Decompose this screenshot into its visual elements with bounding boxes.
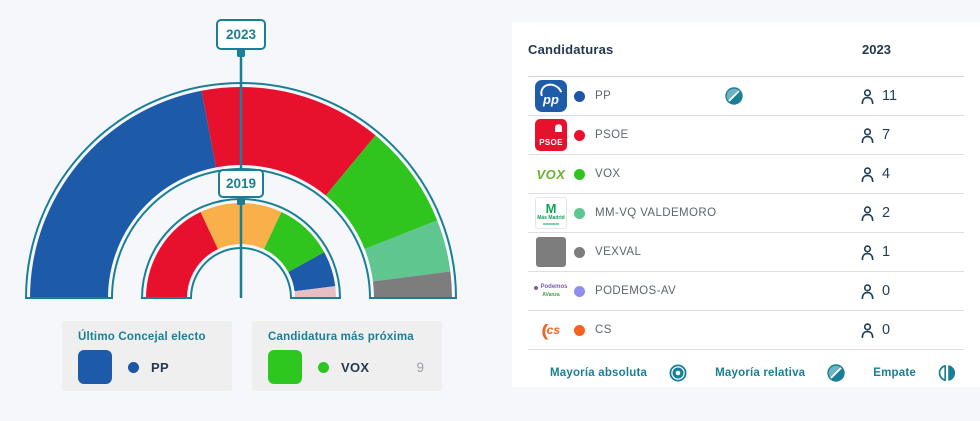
year-marker-2019-label: 2019 — [225, 176, 257, 191]
legend-label-tie: Empate — [873, 366, 917, 379]
segment-2023-VEXVAL[interactable] — [372, 271, 452, 298]
table-row-pp[interactable]: pp PP 11 — [528, 77, 964, 116]
party-name: PP — [595, 90, 612, 102]
seat-count: 11 — [882, 88, 898, 104]
party-name: PP — [151, 359, 169, 375]
segment-2019-PSOE[interactable] — [146, 212, 219, 298]
seat-count: 1 — [882, 244, 891, 260]
relative-majority-icon — [725, 87, 743, 105]
segment-2019-VOX[interactable] — [263, 212, 325, 272]
councillor-icon — [861, 127, 874, 143]
party-dot — [574, 168, 585, 180]
segment-2023-PSOE[interactable] — [201, 87, 376, 196]
header-year: 2023 — [862, 41, 891, 57]
party-dot — [574, 285, 585, 297]
party-dot — [574, 129, 585, 141]
majority-legend: Mayoría absoluta Mayoría relativa Empate — [528, 350, 964, 395]
absolute-majority-icon — [669, 364, 687, 381]
table-row-mm-vq-valdemoro[interactable]: M Más Madrid MM-VQ VALDEMORO 2 — [528, 194, 964, 233]
year-marker-2023-label: 2023 — [225, 27, 257, 42]
podemos-logo: Podemos AVanza — [534, 284, 568, 298]
marker-line-2023-connector — [237, 49, 245, 57]
councillor-icon — [861, 88, 874, 104]
card-title: Candidatura más próxima — [268, 331, 414, 343]
party-name: VEXVAL — [595, 246, 642, 258]
councillor-icon — [861, 322, 874, 338]
segment-2023-VOX[interactable] — [325, 135, 438, 250]
table-row-podemos-av[interactable]: Podemos AVanza PODEMOS-AV 0 — [528, 272, 964, 311]
table-row-psoe[interactable]: PSOE PSOE 7 — [528, 116, 964, 155]
last-elected-councillor-card: Último Concejal electo PP — [62, 321, 232, 391]
party-dot — [128, 361, 139, 373]
table-header: Candidaturas 2023 — [528, 22, 964, 77]
seat-count: 4 — [882, 166, 891, 182]
segment-2019-PP[interactable] — [288, 252, 336, 292]
relative-majority-icon — [827, 363, 845, 382]
ring-outline-2023 — [24, 82, 458, 299]
segment-2019-PODEMOS[interactable] — [294, 286, 336, 298]
councillor-icon — [861, 244, 874, 260]
tie-icon — [938, 364, 956, 381]
councillor-icon — [861, 166, 874, 182]
hemicycle-chart: 2023 2019 — [0, 0, 500, 320]
hemicycle-svg — [24, 49, 458, 299]
party-color-swatch — [268, 350, 302, 384]
table-row-vox[interactable]: VOX VOX 4 — [528, 155, 964, 194]
mas-madrid-bar — [543, 222, 559, 225]
party-name: VOX — [595, 168, 621, 180]
marker-line-2019-connector — [237, 197, 245, 205]
card-title: Último Concejal electo — [78, 331, 206, 343]
segment-2023-PP[interactable] — [30, 90, 217, 299]
party-name: PSOE — [595, 129, 629, 141]
seat-count: 2 — [882, 205, 891, 221]
year-marker-2023: 2023 — [216, 19, 266, 50]
closest-seats-value: 9 — [416, 359, 424, 375]
party-name: CS — [595, 324, 612, 336]
header-candidaturas: Candidaturas — [528, 41, 614, 57]
pp-logo: pp — [535, 80, 567, 112]
table-row-cs[interactable]: (cs CS 0 — [528, 311, 964, 350]
pp-swoosh-icon — [536, 80, 567, 109]
seat-count: 7 — [882, 127, 891, 143]
party-color-swatch — [78, 350, 112, 384]
year-marker-2019: 2019 — [218, 169, 264, 198]
party-dot — [574, 207, 585, 219]
party-name: PODEMOS-AV — [595, 285, 677, 297]
psoe-logo: PSOE — [535, 119, 567, 151]
seat-count: 0 — [882, 322, 891, 338]
party-dot — [574, 246, 585, 258]
vox-logo: VOX — [536, 166, 566, 182]
cs-logo: (cs — [541, 320, 561, 340]
party-name: VOX — [341, 359, 370, 375]
results-table: Candidaturas 2023 pp PP 11 PSOE PSOE — [512, 22, 980, 387]
party-dot — [574, 90, 585, 102]
psoe-fist-rose-icon — [555, 124, 562, 132]
ring-outline-2019 — [140, 198, 342, 299]
seat-count: 0 — [882, 283, 891, 299]
closest-candidacy-card: Candidatura más próxima VOX 9 — [252, 321, 442, 391]
party-dot — [318, 361, 329, 373]
podemos-dot-icon — [534, 285, 539, 290]
segment-2023-MM-VQ-VALDEMORO[interactable] — [364, 220, 451, 282]
legend-label-absolute-majority: Mayoría absoluta — [549, 366, 648, 379]
table-row-vexval[interactable]: VEXVAL 1 — [528, 233, 964, 272]
legend-label-relative-majority: Mayoría relativa — [715, 366, 806, 379]
party-name: MM-VQ VALDEMORO — [595, 207, 717, 219]
councillor-icon — [861, 205, 874, 221]
mas-madrid-logo: M Más Madrid — [535, 197, 567, 229]
councillor-icon — [861, 283, 874, 299]
party-dot — [574, 324, 585, 336]
vexval-logo — [536, 237, 566, 267]
